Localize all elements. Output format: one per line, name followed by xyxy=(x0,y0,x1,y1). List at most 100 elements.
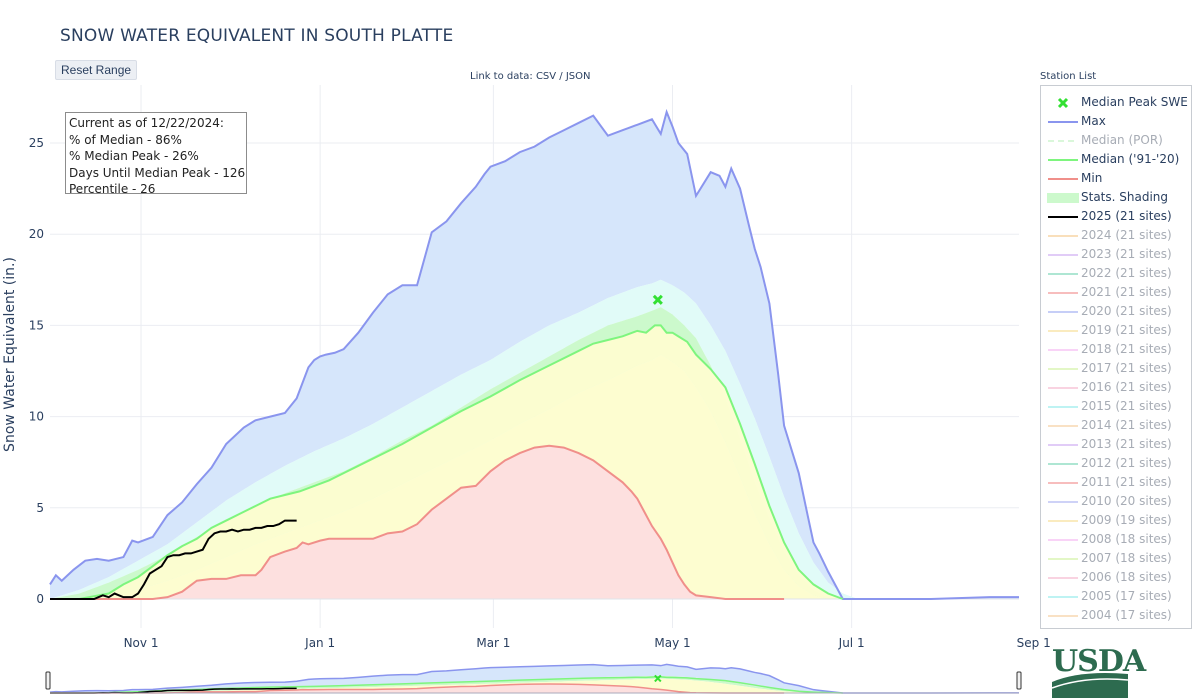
legend-item[interactable]: 2012 (21 sites) xyxy=(1041,454,1191,472)
slider-max-line xyxy=(49,663,1019,694)
x-tick-label: Jan 1 xyxy=(304,636,335,650)
current-as-of-text: Current as of 12/22/2024: xyxy=(69,116,224,130)
current-year-line xyxy=(50,519,297,600)
legend-item[interactable]: 2008 (18 sites) xyxy=(1041,530,1191,548)
legend-swatch xyxy=(1048,444,1078,446)
legend-item[interactable]: 2020 (21 sites) xyxy=(1041,302,1191,320)
legend-label: 2009 (19 sites) xyxy=(1081,513,1172,527)
chart-title: SNOW WATER EQUIVALENT IN SOUTH PLATTE xyxy=(60,26,454,46)
legend-label: Stats. Shading xyxy=(1081,190,1169,204)
legend-item[interactable]: 2010 (20 sites) xyxy=(1041,492,1191,510)
csv-link[interactable]: CSV xyxy=(535,71,557,82)
slider-band-outer xyxy=(50,664,1019,693)
legend-item[interactable]: 2017 (21 sites) xyxy=(1041,359,1191,377)
slider-min-line xyxy=(50,683,785,694)
legend-label: 2020 (21 sites) xyxy=(1081,304,1172,318)
legend-item[interactable]: 2025 (21 sites) xyxy=(1041,207,1191,225)
legend-label: 2004 (17 sites) xyxy=(1081,608,1172,622)
json-link[interactable]: JSON xyxy=(565,71,591,82)
legend-swatch xyxy=(1048,501,1078,503)
band-q30-min xyxy=(50,354,1019,599)
legend-item[interactable]: Max xyxy=(1041,112,1191,130)
legend-label: 2017 (21 sites) xyxy=(1081,361,1172,375)
legend-swatch xyxy=(1048,216,1078,218)
x-tick-label: Sep 1 xyxy=(1017,636,1051,650)
legend-swatch xyxy=(1048,520,1078,522)
legend-label: 2016 (21 sites) xyxy=(1081,380,1172,394)
legend-item[interactable]: 2019 (21 sites) xyxy=(1041,321,1191,339)
legend-item[interactable]: 2022 (21 sites) xyxy=(1041,264,1191,282)
data-link-prefix: Link to data: xyxy=(470,71,536,82)
y-tick-label: 25 xyxy=(29,136,44,150)
legend-label: 2006 (18 sites) xyxy=(1081,570,1172,584)
band-median-q30 xyxy=(50,325,1019,599)
y-tick-label: 10 xyxy=(29,410,44,424)
legend-item[interactable]: Median (POR) xyxy=(1041,131,1191,149)
legend-swatch xyxy=(1048,596,1078,598)
legend-item[interactable]: 2005 (17 sites) xyxy=(1041,587,1191,605)
legend-swatch xyxy=(1048,349,1078,351)
legend-label: 2021 (21 sites) xyxy=(1081,285,1172,299)
legend-swatch xyxy=(1048,235,1078,237)
legend-item[interactable]: Median ('91-'20) xyxy=(1041,150,1191,168)
percentile-text: Percentile - 26 xyxy=(69,182,156,196)
legend-item[interactable]: 2013 (21 sites) xyxy=(1041,435,1191,453)
legend-item[interactable]: Min xyxy=(1041,169,1191,187)
usda-logo-mark xyxy=(1051,673,1129,698)
reset-range-button[interactable]: Reset Range xyxy=(55,60,138,80)
legend-label: 2024 (21 sites) xyxy=(1081,228,1172,242)
legend-item[interactable]: 2014 (21 sites) xyxy=(1041,416,1191,434)
legend-item[interactable]: 2018 (21 sites) xyxy=(1041,340,1191,358)
legend-label: 2010 (20 sites) xyxy=(1081,494,1172,508)
station-list-label[interactable]: Station List xyxy=(1040,71,1097,82)
legend-item[interactable]: 2004 (17 sites) xyxy=(1041,606,1191,624)
slider-right-handle[interactable] xyxy=(1016,671,1022,690)
legend-item[interactable]: 2023 (21 sites) xyxy=(1041,245,1191,263)
legend-label: 2018 (21 sites) xyxy=(1081,342,1172,356)
legend-swatch xyxy=(1057,97,1069,109)
legend-swatch xyxy=(1048,140,1078,142)
legend-label: 2015 (21 sites) xyxy=(1081,399,1172,413)
slider-left-handle[interactable] xyxy=(45,671,51,690)
legend-swatch xyxy=(1048,159,1078,161)
min-line xyxy=(50,444,785,600)
slider-peak-marker xyxy=(654,674,662,683)
usda-logo: USDA xyxy=(1050,644,1146,698)
legend-item[interactable]: 2009 (19 sites) xyxy=(1041,511,1191,529)
legend-swatch xyxy=(1048,292,1078,294)
days-until-peak-text: Days Until Median Peak - 126 xyxy=(69,165,246,180)
y-tick-label: 20 xyxy=(29,227,44,241)
current-stats-box: Current as of 12/22/2024: % of Median - … xyxy=(65,112,247,196)
legend-item[interactable]: Stats. Shading xyxy=(1041,188,1191,206)
legend-label: 2013 (21 sites) xyxy=(1081,437,1172,451)
legend-swatch xyxy=(1048,330,1078,332)
legend-item[interactable]: 2011 (21 sites) xyxy=(1041,473,1191,491)
legend-label: Median ('91-'20) xyxy=(1081,152,1180,166)
legend-label: 2023 (21 sites) xyxy=(1081,247,1172,261)
legend-swatch xyxy=(1048,577,1078,579)
legend-swatch xyxy=(1048,121,1078,123)
legend-item[interactable]: 2016 (21 sites) xyxy=(1041,378,1191,396)
legend-label: Median Peak SWE xyxy=(1081,95,1188,109)
legend-label: 2007 (18 sites) xyxy=(1081,551,1172,565)
legend-swatch xyxy=(1048,615,1078,617)
legend-item[interactable]: 2015 (21 sites) xyxy=(1041,397,1191,415)
legend-label: 2012 (21 sites) xyxy=(1081,456,1172,470)
legend-item[interactable]: 2006 (18 sites) xyxy=(1041,568,1191,586)
legend-swatch xyxy=(1048,406,1078,408)
x-tick-label: Jul 1 xyxy=(838,636,865,650)
legend-item[interactable]: 2007 (18 sites) xyxy=(1041,549,1191,567)
legend-item[interactable]: 2021 (21 sites) xyxy=(1041,283,1191,301)
legend-item[interactable]: Median Peak SWE xyxy=(1041,93,1191,111)
legend-label: Median (POR) xyxy=(1081,133,1163,147)
data-link-row: Link to data: CSV / JSON xyxy=(470,71,591,82)
band-q80-q70 xyxy=(50,279,1019,599)
legend-item[interactable]: 2024 (21 sites) xyxy=(1041,226,1191,244)
max-line xyxy=(49,108,1019,600)
legend-swatch xyxy=(1048,311,1078,313)
range-slider xyxy=(45,663,1022,694)
data-link-separator: / xyxy=(556,71,566,82)
legend-label: 2025 (21 sites) xyxy=(1081,209,1172,223)
y-axis-label: Snow Water Equivalent (in.) xyxy=(2,257,18,452)
